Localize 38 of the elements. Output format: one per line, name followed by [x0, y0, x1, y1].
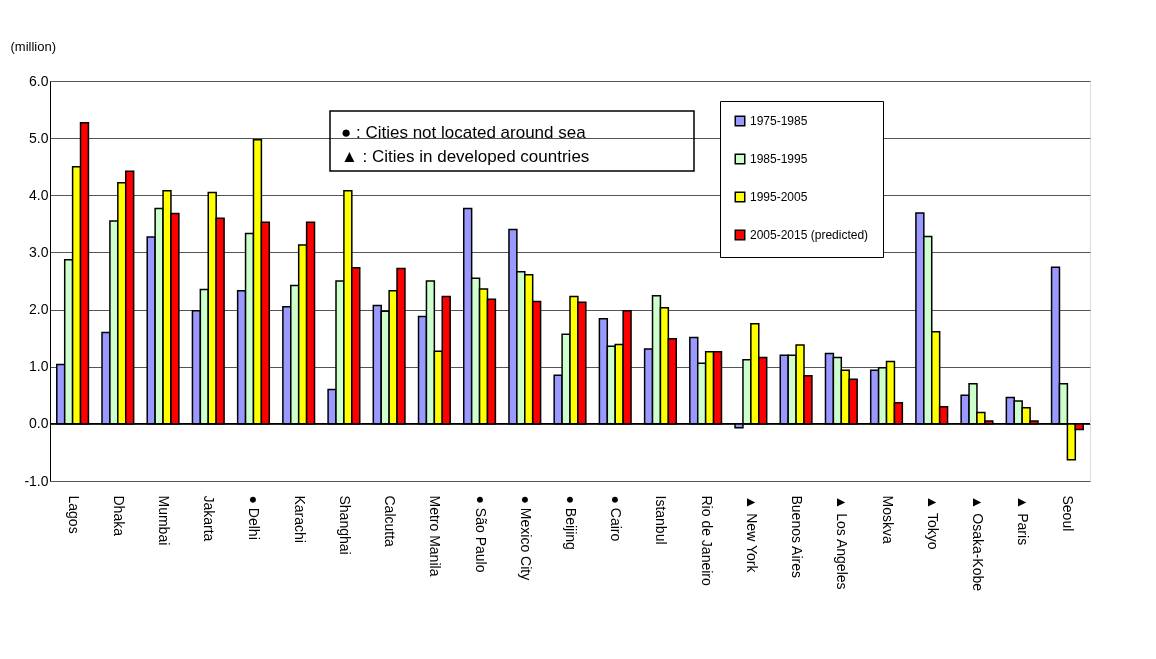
x-tick-label: Karachi	[291, 495, 308, 543]
y-tick-label: 5.0	[29, 129, 49, 146]
legend-label: 1975-1985	[750, 114, 808, 128]
x-tick-label: Calcutta	[382, 495, 399, 548]
x-tick-label: ● Delhi	[246, 495, 263, 540]
y-tick-label: 6.0	[29, 72, 49, 89]
annotation: ● : Cities not located around sea	[341, 123, 587, 142]
y-tick-label: 1.0	[29, 358, 49, 375]
x-tick-label: Rio de Janeiro	[698, 495, 715, 586]
y-tick-label: 4.0	[29, 186, 49, 203]
x-tick-label: ● Cairo	[608, 495, 625, 542]
x-tick-label: ▲ Osaka-Kobe	[969, 495, 986, 592]
y-tick-label: 2.0	[29, 301, 49, 318]
y-axis-title: (million)	[10, 38, 56, 54]
y-tick-label: 0.0	[29, 415, 49, 432]
x-tick-label: ● Beijing	[563, 495, 579, 550]
x-tick-label: Jakarta	[201, 495, 218, 542]
legend-label: 1985-1995	[750, 152, 808, 166]
x-tick-label: Buenos Aires	[789, 495, 806, 578]
x-tick-label: ▲ Paris	[1015, 495, 1032, 546]
x-tick-label: ▲ Los Angeles	[834, 495, 851, 590]
annotation: ▲ : Cities in developed countries	[341, 147, 590, 166]
x-tick-label: ● Mexico City	[517, 495, 534, 581]
x-tick-label: Seoul	[1060, 495, 1077, 532]
x-tick-label: Lagos	[65, 495, 82, 534]
x-tick-label: Mumbai	[156, 495, 173, 546]
x-tick-label: ▲ New York	[743, 495, 760, 574]
x-tick-label: Dhaka	[110, 495, 127, 537]
x-tick-label: Moskva	[879, 495, 896, 544]
y-tick-label: -1.0	[24, 472, 49, 489]
x-tick-label: ● São Paulo	[472, 495, 489, 573]
legend-label: 1995-2005	[750, 190, 808, 204]
x-tick-label: ▲ Tokyo	[924, 495, 941, 550]
y-tick-label: 3.0	[29, 243, 49, 260]
x-tick-label: Metro Manila	[427, 495, 444, 577]
x-tick-label: Shanghai	[336, 495, 353, 555]
legend-label: 2005-2015 (predicted)	[750, 228, 869, 242]
x-tick-label: Istanbul	[653, 495, 670, 545]
